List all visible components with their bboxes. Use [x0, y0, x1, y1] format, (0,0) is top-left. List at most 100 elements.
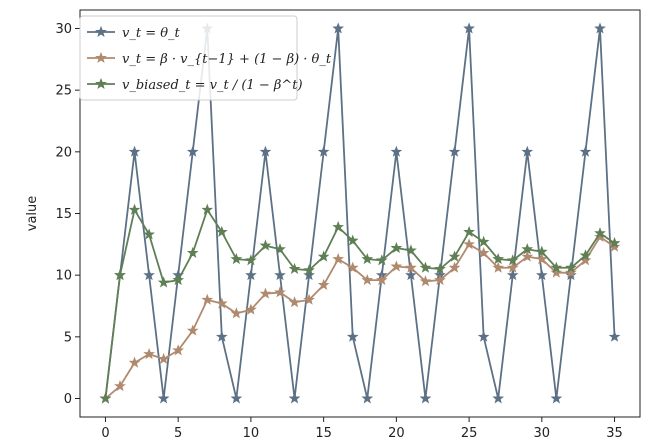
y-tick-label: 25 — [55, 84, 72, 99]
data-point-star — [361, 252, 374, 265]
data-point-star — [375, 254, 388, 266]
x-tick-label: 0 — [101, 426, 109, 441]
series-line — [104, 27, 616, 400]
data-point-star — [303, 264, 315, 276]
y-tick-label: 15 — [55, 207, 72, 222]
legend-star-marker-icon — [95, 51, 107, 63]
data-point-star — [521, 243, 534, 255]
x-axis: 0 5 10 15 20 25 30 35 — [101, 417, 623, 441]
data-point-star — [419, 261, 432, 273]
data-point-star — [477, 330, 490, 342]
data-point-star — [405, 269, 417, 281]
data-point-star — [390, 241, 403, 254]
data-point-star — [114, 380, 126, 392]
y-tick-label: 10 — [55, 269, 72, 284]
data-point-star — [128, 203, 141, 215]
data-point-star — [492, 252, 505, 265]
data-point-star — [259, 239, 272, 251]
data-point-star — [99, 392, 112, 404]
data-point-star — [361, 392, 374, 404]
data-point-star — [492, 261, 505, 273]
data-point-star — [172, 273, 185, 286]
x-tick-label: 5 — [174, 426, 182, 441]
data-point-star — [274, 243, 286, 255]
data-point-star — [317, 250, 330, 262]
data-point-star — [579, 249, 592, 261]
legend-entry-raw: v_t = θ_t — [87, 25, 181, 41]
data-point-star — [448, 261, 461, 273]
data-point-star — [128, 145, 141, 157]
data-point-star — [128, 356, 141, 368]
data-point-star — [506, 269, 519, 281]
data-point-star — [390, 145, 403, 157]
data-point-star — [565, 261, 577, 273]
data-point-star — [245, 269, 257, 281]
data-point-star — [463, 238, 475, 250]
data-point-star — [608, 236, 621, 249]
data-point-star — [419, 275, 432, 287]
data-point-star — [448, 145, 461, 157]
data-point-star — [259, 145, 272, 157]
x-tick-label: 30 — [534, 426, 551, 441]
data-point-star — [463, 225, 475, 237]
data-point-star — [157, 352, 170, 365]
data-point-star — [332, 252, 345, 265]
data-point-star — [157, 392, 170, 404]
data-point-star — [608, 240, 621, 252]
y-axis: 0 5 10 15 20 25 30 — [55, 22, 80, 407]
data-point-star — [143, 228, 155, 240]
data-point-star — [317, 278, 330, 291]
x-tick-label: 35 — [606, 426, 623, 441]
data-point-star — [114, 269, 126, 281]
data-point-star — [550, 266, 563, 278]
data-point-star — [506, 254, 519, 266]
data-point-star — [201, 293, 214, 305]
data-point-star — [434, 273, 446, 286]
data-point-star — [506, 261, 519, 273]
data-point-star — [535, 245, 548, 257]
data-point-star — [143, 347, 155, 360]
data-point-star — [215, 225, 228, 237]
data-point-star — [594, 22, 606, 34]
data-point-star — [375, 273, 388, 286]
data-point-star — [172, 344, 185, 356]
data-point-star — [448, 250, 461, 262]
data-point-star — [186, 145, 199, 157]
data-point-star — [201, 203, 214, 215]
data-point-star — [143, 269, 155, 281]
series-3 — [99, 203, 621, 404]
data-point-star — [419, 392, 432, 404]
y-tick-label: 0 — [64, 392, 72, 407]
data-point-star — [346, 234, 359, 246]
y-tick-label: 5 — [64, 330, 72, 345]
data-point-star — [463, 22, 475, 34]
legend-entry-ema: v_t = β · v_{t−1} + (1 − β) · θ_t — [87, 51, 332, 67]
data-point-star — [346, 261, 359, 273]
data-point-star — [550, 392, 563, 404]
x-tick-label: 20 — [388, 426, 405, 441]
x-tick-label: 25 — [461, 426, 478, 441]
data-point-star — [230, 307, 243, 319]
data-point-star — [346, 330, 359, 342]
data-point-star — [550, 261, 563, 273]
legend-entry-bias-corrected: v_biased_t = v_t / (1 − β^t) — [87, 77, 303, 93]
data-point-star — [492, 392, 505, 404]
data-point-star — [215, 330, 228, 342]
data-point-star — [274, 286, 286, 298]
data-point-star — [303, 293, 315, 305]
data-point-star — [303, 269, 315, 281]
data-point-star — [608, 330, 621, 342]
data-point-star — [230, 252, 243, 265]
data-point-star — [245, 254, 257, 266]
data-point-star — [434, 262, 446, 274]
data-point-star — [332, 220, 345, 233]
data-point-star — [186, 246, 199, 258]
data-point-star — [594, 227, 606, 239]
data-point-star — [535, 252, 548, 265]
y-tick-label: 30 — [55, 22, 72, 37]
data-point-star — [317, 145, 330, 157]
data-point-star — [230, 392, 243, 404]
series-layer — [99, 22, 621, 404]
x-tick-label: 10 — [243, 426, 260, 441]
